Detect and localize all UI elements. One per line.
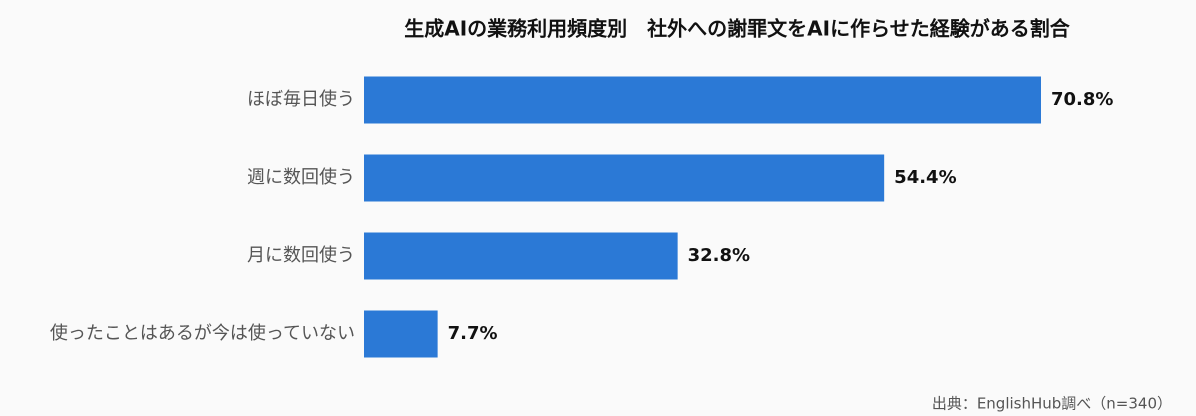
category-label: 使ったことはあるが今は使っていない (50, 323, 355, 344)
bar (364, 232, 678, 280)
source-note: 出典：EnglishHub調べ（n=340） (932, 395, 1172, 413)
value-label: 70.8% (1051, 89, 1113, 110)
category-label: ほぼ毎日使う (247, 89, 355, 110)
bar (364, 310, 438, 358)
bar (364, 154, 885, 202)
bar (364, 76, 1041, 124)
value-label: 32.8% (688, 245, 750, 266)
category-label: 月に数回使う (247, 245, 355, 266)
chart-title: 生成AIの業務利用頻度別 社外への謝罪文をAIに作らせた経験がある割合 (404, 17, 1070, 41)
value-label: 54.4% (894, 167, 956, 188)
category-label: 週に数回使う (247, 167, 355, 188)
value-label: 7.7% (448, 323, 498, 344)
